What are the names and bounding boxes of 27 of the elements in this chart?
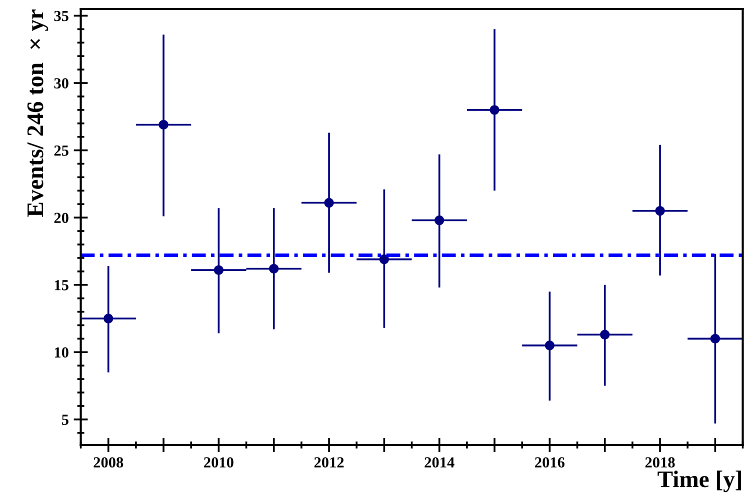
- x-tick-label: 2014: [424, 457, 454, 468]
- point: [600, 330, 610, 340]
- y-tick-label: 15: [54, 280, 68, 290]
- x-tick-label: 2010: [204, 457, 234, 468]
- y-tick-label: 35: [54, 10, 68, 22]
- x-tick-label: 2008: [94, 457, 124, 468]
- point: [655, 206, 665, 216]
- point: [710, 334, 720, 344]
- point: [158, 120, 168, 130]
- x-axis-title: Time [y]: [658, 470, 742, 492]
- y-tick-label: 25: [54, 145, 68, 156]
- y-tick-label: 20: [54, 212, 68, 224]
- y-tick-label: 5: [62, 414, 68, 425]
- y-tick-label: 30: [54, 78, 68, 88]
- point: [324, 198, 334, 208]
- point: [434, 215, 444, 226]
- point: [544, 340, 555, 350]
- point: [379, 254, 390, 264]
- point: [490, 105, 500, 115]
- x-tick-label: 2018: [645, 457, 675, 468]
- x-tick-label: 2016: [535, 457, 565, 468]
- point: [214, 265, 224, 275]
- point: [104, 314, 114, 324]
- x-tick-label: 2012: [314, 457, 344, 468]
- point: [269, 264, 279, 274]
- y-axis-title: Events/ 246 ton × yr: [27, 10, 48, 217]
- y-tick-label: 10: [54, 347, 68, 358]
